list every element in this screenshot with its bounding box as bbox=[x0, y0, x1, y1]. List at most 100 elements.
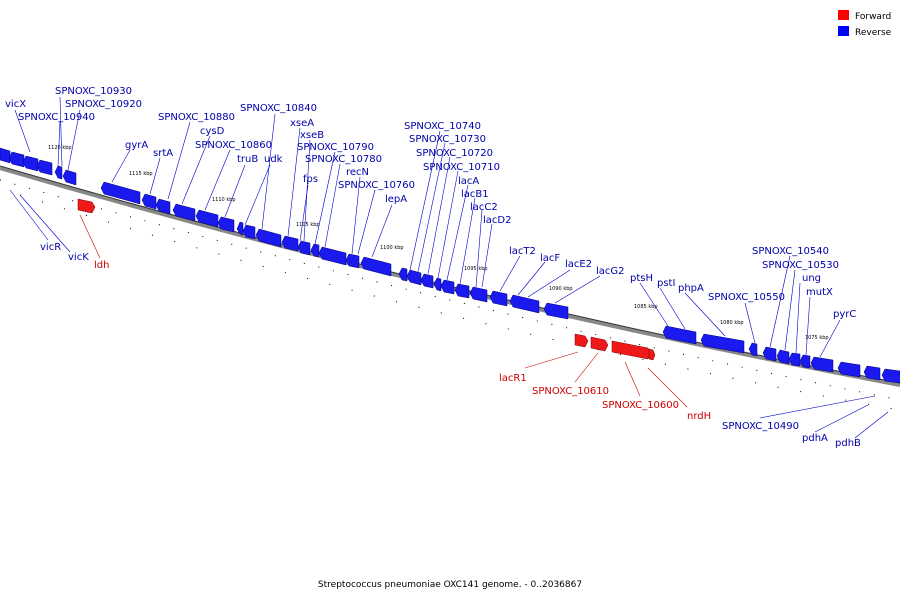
gene-label[interactable]: vicX bbox=[5, 99, 26, 110]
gene-label[interactable]: pdhA bbox=[802, 433, 828, 444]
gene-label[interactable]: SPNOXC_10860 bbox=[195, 140, 272, 151]
gene-label[interactable]: gyrA bbox=[125, 140, 148, 151]
gene-arrow[interactable] bbox=[141, 193, 157, 210]
gene-label[interactable]: SPNOXC_10540 bbox=[752, 246, 829, 257]
gene-label[interactable]: SPNOXC_10730 bbox=[409, 134, 486, 145]
gene-label[interactable]: lepA bbox=[385, 194, 407, 205]
gene-arrow[interactable] bbox=[799, 354, 811, 369]
gene-label[interactable]: SPNOXC_10780 bbox=[305, 154, 382, 165]
gene-arrow[interactable] bbox=[700, 333, 745, 354]
gene-label[interactable]: ptsH bbox=[630, 273, 653, 284]
gene-arrow[interactable] bbox=[788, 352, 801, 367]
gene-arrow[interactable] bbox=[310, 243, 320, 258]
gene-arrow[interactable] bbox=[54, 165, 63, 180]
gene-arrow[interactable] bbox=[36, 159, 53, 176]
gene-arrow[interactable] bbox=[281, 235, 299, 252]
gene-label[interactable]: lacR1 bbox=[499, 373, 527, 384]
gene-arrow[interactable] bbox=[433, 277, 442, 292]
gene-arrow[interactable] bbox=[242, 224, 256, 240]
gene-arrow[interactable] bbox=[420, 273, 434, 289]
gene-label[interactable]: lacG2 bbox=[596, 266, 625, 277]
gene-arrow-SPNOXC_10610[interactable] bbox=[590, 336, 609, 352]
gene-arrow[interactable] bbox=[62, 169, 77, 186]
gene-arrow[interactable] bbox=[255, 228, 282, 248]
gene-label[interactable]: lacB1 bbox=[461, 189, 489, 200]
gene-arrow[interactable] bbox=[776, 349, 790, 365]
gene-label[interactable]: xseB bbox=[300, 130, 324, 141]
legend-reverse-label: Reverse bbox=[855, 28, 892, 38]
gene-label[interactable]: pstI bbox=[657, 278, 675, 289]
gene-label[interactable]: pyrC bbox=[833, 309, 856, 320]
gene-label[interactable]: lacC2 bbox=[470, 202, 498, 213]
gene-label[interactable]: phpA bbox=[678, 283, 704, 294]
gene-label[interactable]: pdhB bbox=[835, 438, 861, 449]
gene-label[interactable]: SPNOXC_10530 bbox=[762, 260, 839, 271]
gene-label[interactable]: SPNOXC_10740 bbox=[404, 121, 481, 132]
gene-label[interactable]: SPNOXC_10760 bbox=[338, 180, 415, 191]
gene-label[interactable]: SPNOXC_10790 bbox=[297, 142, 374, 153]
gene-label[interactable]: lacE2 bbox=[565, 259, 592, 270]
gene-label[interactable]: srtA bbox=[153, 148, 173, 159]
gene-label[interactable]: truB bbox=[237, 154, 258, 165]
gene-label[interactable]: lacA bbox=[458, 176, 479, 187]
gene-label[interactable]: vicR bbox=[40, 242, 61, 253]
gene-label[interactable]: ung bbox=[802, 273, 821, 284]
gene-arrow[interactable] bbox=[662, 325, 697, 345]
gene-label[interactable]: cysD bbox=[200, 126, 225, 137]
gene-arrow[interactable] bbox=[810, 356, 834, 373]
gene-arrow[interactable] bbox=[318, 246, 347, 266]
gene-arrow[interactable] bbox=[195, 209, 219, 228]
gene-arrow[interactable] bbox=[863, 365, 881, 381]
gene-arrow-nrdH[interactable] bbox=[648, 348, 656, 361]
gene-arrow[interactable] bbox=[406, 269, 422, 286]
gene-arrow[interactable] bbox=[172, 203, 196, 222]
gene-label[interactable]: xseA bbox=[290, 118, 314, 129]
gene-arrow-ldh[interactable] bbox=[77, 198, 96, 214]
gene-arrow[interactable] bbox=[155, 198, 171, 215]
gene-arrow[interactable] bbox=[489, 290, 508, 307]
gene-label[interactable]: SPNOXC_10710 bbox=[423, 162, 500, 173]
gene-arrow[interactable] bbox=[454, 283, 470, 299]
gene-arrow[interactable] bbox=[297, 240, 311, 256]
gene-arrow[interactable] bbox=[345, 253, 360, 269]
gene-arrow[interactable] bbox=[509, 294, 540, 314]
gene-label[interactable]: SPNOXC_10720 bbox=[416, 148, 493, 159]
gene-label[interactable]: SPNOXC_10490 bbox=[722, 421, 799, 432]
gene-arrow[interactable] bbox=[837, 361, 861, 378]
gene-arrow[interactable] bbox=[469, 286, 488, 303]
gene-label[interactable]: SPNOXC_10880 bbox=[158, 112, 235, 123]
gene-label[interactable]: mutX bbox=[806, 287, 833, 298]
gene-arrow[interactable] bbox=[0, 147, 11, 164]
gene-arrow[interactable] bbox=[398, 267, 408, 282]
gene-arrow[interactable] bbox=[100, 181, 141, 205]
gene-label[interactable]: lacT2 bbox=[509, 246, 536, 257]
gene-arrow[interactable] bbox=[360, 256, 392, 277]
gene-arrow-lacR1[interactable] bbox=[574, 333, 589, 348]
gene-arrow[interactable] bbox=[217, 216, 235, 233]
gene-label[interactable]: SPNOXC_10600 bbox=[602, 400, 679, 411]
gene-label[interactable]: fps bbox=[303, 174, 318, 185]
gene-arrow[interactable] bbox=[748, 342, 758, 357]
gene-label[interactable]: udk bbox=[264, 154, 283, 165]
gene-arrow-SPNOXC_10600[interactable] bbox=[611, 340, 652, 360]
gene-arrow[interactable] bbox=[762, 346, 777, 362]
gene-arrow[interactable] bbox=[543, 302, 569, 320]
gene-label[interactable]: SPNOXC_10610 bbox=[532, 386, 609, 397]
gene-label[interactable]: lacD2 bbox=[483, 215, 511, 226]
gene-label[interactable]: SPNOXC_10940 bbox=[18, 112, 95, 123]
gene-arrow[interactable] bbox=[8, 151, 25, 168]
gene-label[interactable]: recN bbox=[346, 167, 369, 178]
gene-label[interactable]: SPNOXC_10550 bbox=[708, 292, 785, 303]
gene-label[interactable]: ldh bbox=[94, 260, 109, 271]
gene-label[interactable]: SPNOXC_10920 bbox=[65, 99, 142, 110]
gene-arrow[interactable] bbox=[236, 221, 244, 236]
gene-label[interactable]: vicK bbox=[68, 252, 89, 263]
gene-arrow[interactable] bbox=[440, 279, 455, 295]
gene-arrow[interactable] bbox=[881, 368, 900, 384]
gene-arrow[interactable] bbox=[22, 155, 39, 172]
gene-label[interactable]: SPNOXC_10840 bbox=[240, 103, 317, 114]
gene-label[interactable]: nrdH bbox=[687, 411, 711, 422]
gene-label[interactable]: lacF bbox=[540, 253, 560, 264]
tick-labels: 1120 kbp 1115 kbp 1110 kbp 1105 kbp 1100… bbox=[48, 145, 829, 341]
gene-label[interactable]: SPNOXC_10930 bbox=[55, 86, 132, 97]
